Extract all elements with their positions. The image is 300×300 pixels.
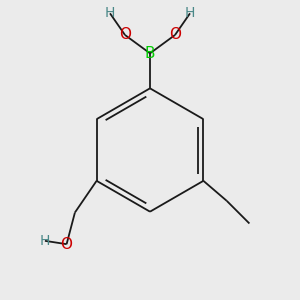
Text: B: B xyxy=(145,46,155,61)
Text: O: O xyxy=(169,28,181,43)
Text: H: H xyxy=(40,234,50,248)
Text: O: O xyxy=(119,28,131,43)
Text: O: O xyxy=(61,237,73,252)
Text: H: H xyxy=(185,6,195,20)
Text: H: H xyxy=(105,6,115,20)
